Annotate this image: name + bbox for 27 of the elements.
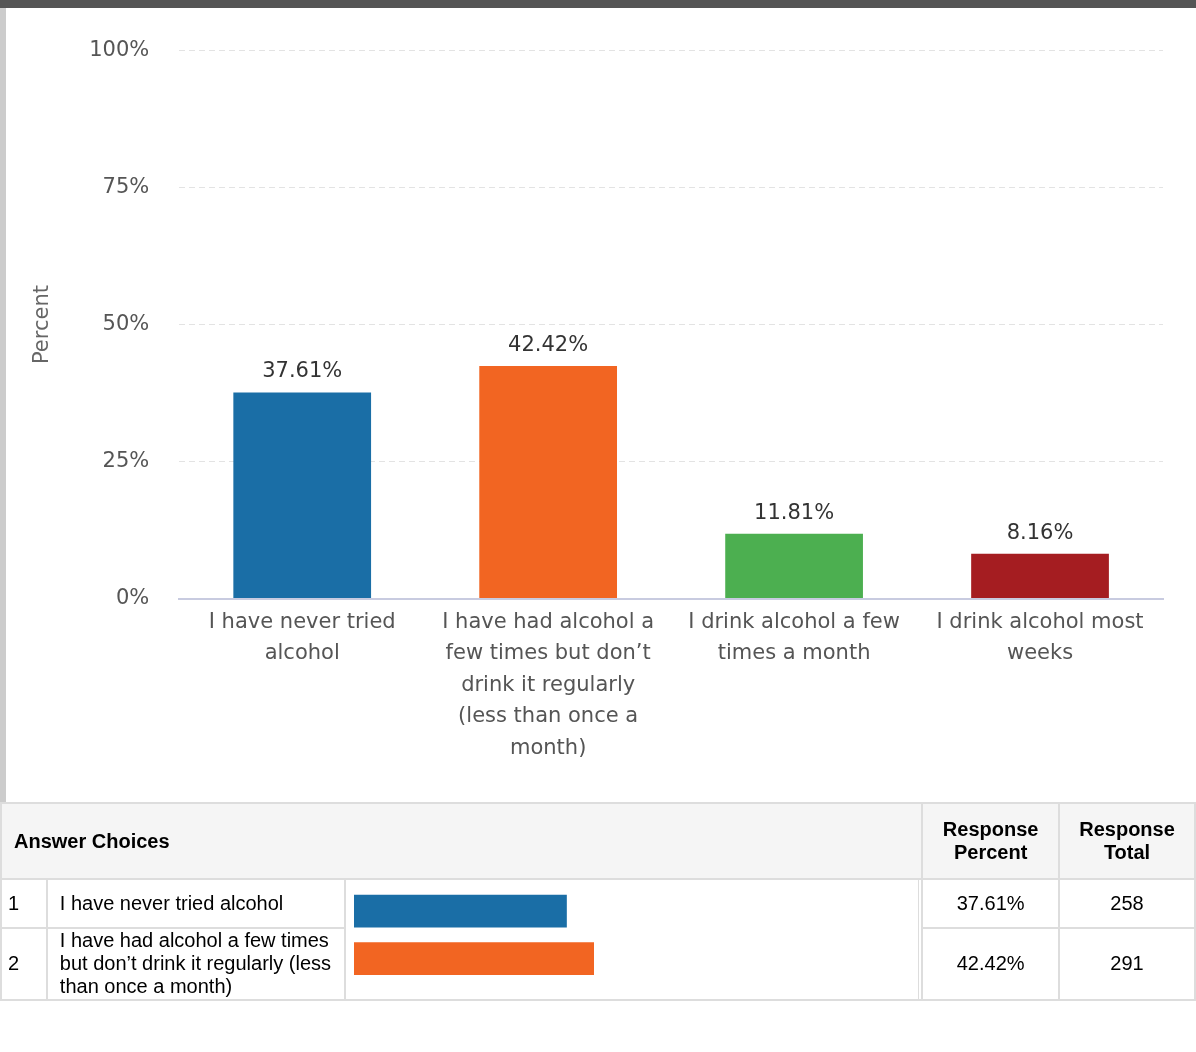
bar — [725, 533, 863, 598]
y-axis-title: Percent — [29, 285, 54, 365]
data-label: 37.61% — [922, 879, 1060, 928]
data-label: 11.81% — [754, 499, 835, 524]
x-tick-label: I drink alcohol most weeks — [936, 608, 1144, 665]
y-tick-label: 100% — [89, 37, 150, 62]
bar — [233, 392, 372, 598]
data-label: 42.42% — [922, 927, 1060, 1000]
data-label: 37.61% — [262, 358, 343, 383]
data-label: 8.16% — [1006, 519, 1074, 544]
text: 291 — [1059, 927, 1195, 1000]
text: 1 — [1, 879, 47, 928]
x-tick-label: I drink alcohol a few times a month — [688, 608, 900, 665]
x-tick-label: I have never tried alcohol — [208, 608, 396, 665]
text: 258 — [1059, 879, 1195, 928]
y-tick-label: 0% — [115, 584, 150, 609]
y-tick-label: 50% — [102, 311, 150, 335]
bar — [479, 366, 618, 598]
bar — [971, 553, 1109, 598]
x-tick-label: I have had alcohol a few times but don’t drink it regularly (less than once a month) — [442, 608, 655, 759]
table-header: Answer Choices Response Percent Response Total — [1, 803, 1195, 879]
text: 2 — [1, 927, 47, 1000]
y-tick-label: 75% — [102, 174, 150, 199]
data-label: 42.42% — [508, 332, 589, 357]
category-label: I have had alcohol a few times but don’t drink it regularly (less than once a month) — [59, 929, 332, 998]
category-label: I have never tried alcohol — [59, 891, 284, 914]
y-tick-label: 25% — [102, 447, 150, 472]
